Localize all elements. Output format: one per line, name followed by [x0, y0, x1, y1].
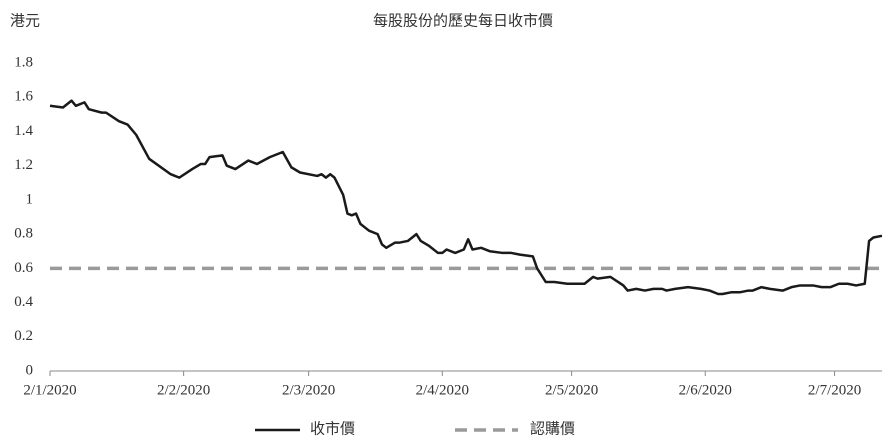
- x-tick-label: 2/5/2020: [545, 382, 598, 398]
- y-tick-label: 0.4: [14, 294, 33, 310]
- chart-title: 每股股份的歷史每日收市價: [373, 12, 553, 29]
- y-tick-label: 1.6: [14, 89, 33, 105]
- x-tick-label: 2/4/2020: [416, 382, 469, 398]
- y-tick-label: 0.6: [14, 260, 33, 276]
- y-tick-label: 1.2: [14, 157, 33, 173]
- legend-label: 認購價: [530, 420, 575, 437]
- x-tick-label: 2/7/2020: [808, 382, 861, 398]
- y-tick-label: 1.8: [14, 54, 33, 70]
- price-line: [49, 99, 883, 296]
- y-tick-label: 0.2: [14, 328, 33, 344]
- legend-label: 收市價: [310, 420, 355, 437]
- y-axis-label: 港元: [10, 12, 40, 29]
- y-tick-label: 0: [26, 362, 34, 378]
- x-tick-label: 2/1/2020: [23, 382, 76, 398]
- y-tick-label: 1.4: [14, 123, 33, 139]
- y-tick-label: 0.8: [14, 226, 33, 242]
- x-tick-label: 2/6/2020: [679, 382, 732, 398]
- x-tick-label: 2/2/2020: [157, 382, 210, 398]
- x-tick-label: 2/3/2020: [282, 382, 335, 398]
- y-tick-label: 1: [26, 191, 34, 207]
